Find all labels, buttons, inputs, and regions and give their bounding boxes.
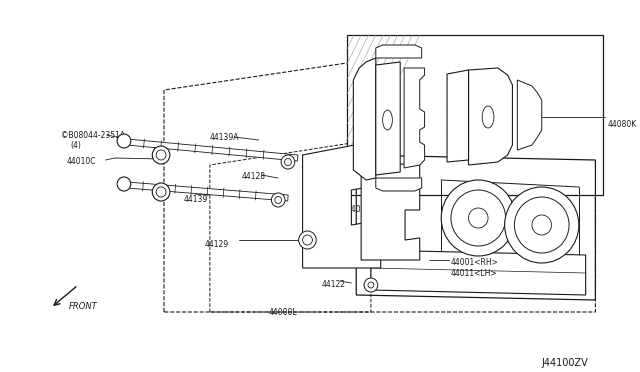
Polygon shape [376, 45, 422, 58]
Circle shape [156, 150, 166, 160]
Text: ©B08044-2351A: ©B08044-2351A [61, 131, 125, 140]
Polygon shape [353, 58, 376, 180]
Polygon shape [468, 68, 513, 165]
Circle shape [271, 193, 285, 207]
Polygon shape [371, 250, 586, 295]
Text: J44100ZV: J44100ZV [541, 358, 589, 368]
Circle shape [505, 187, 579, 263]
Text: 44139A: 44139A [210, 133, 239, 142]
Polygon shape [517, 80, 541, 150]
Polygon shape [127, 182, 288, 201]
Text: 44001<RH>: 44001<RH> [451, 258, 499, 267]
Text: 44122: 44122 [322, 280, 346, 289]
Circle shape [275, 196, 282, 203]
Text: 44010C: 44010C [67, 157, 96, 166]
Circle shape [117, 134, 131, 148]
Circle shape [152, 183, 170, 201]
Polygon shape [346, 35, 604, 195]
Text: 44000K: 44000K [346, 205, 376, 214]
Circle shape [451, 190, 506, 246]
Circle shape [299, 231, 316, 249]
Text: FRONT: FRONT [68, 302, 97, 311]
Circle shape [515, 197, 569, 253]
Text: 44011<LH>: 44011<LH> [451, 269, 497, 278]
Circle shape [285, 158, 291, 166]
Circle shape [364, 278, 378, 292]
Circle shape [156, 187, 166, 197]
Circle shape [368, 282, 374, 288]
Polygon shape [303, 140, 381, 268]
Circle shape [281, 155, 295, 169]
Polygon shape [164, 58, 595, 312]
Circle shape [441, 180, 515, 256]
Text: 44129: 44129 [205, 240, 229, 249]
Text: 44000L: 44000L [268, 308, 297, 317]
Polygon shape [404, 68, 424, 168]
Text: 44139: 44139 [184, 195, 208, 204]
Polygon shape [376, 178, 422, 191]
Polygon shape [127, 139, 298, 161]
Polygon shape [376, 62, 400, 175]
Circle shape [303, 235, 312, 245]
Text: (4): (4) [70, 141, 81, 150]
Polygon shape [447, 70, 468, 162]
Circle shape [117, 177, 131, 191]
Text: 44128: 44128 [242, 172, 266, 181]
Text: 44080K: 44080K [607, 120, 636, 129]
Polygon shape [361, 163, 420, 260]
Circle shape [152, 146, 170, 164]
